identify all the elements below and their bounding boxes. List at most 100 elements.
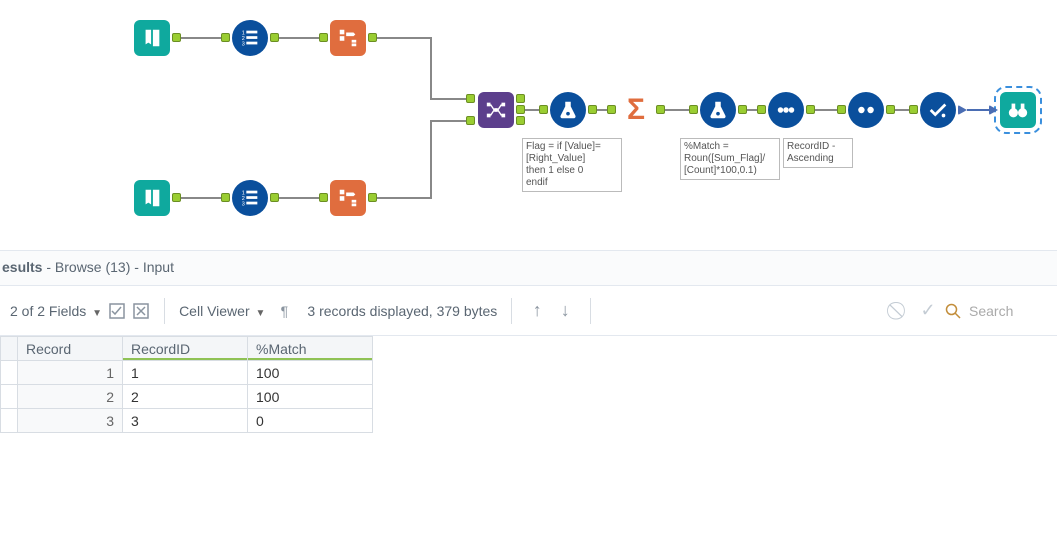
connector-anchor [588,105,597,114]
connector-anchor [516,116,525,125]
svg-text:3: 3 [242,201,245,207]
connector-anchor [516,94,525,103]
connector-anchor [466,94,475,103]
formula-annotation-1: Flag = if [Value]=[Right_Value]then 1 el… [522,138,622,192]
connector-anchor [909,105,918,114]
fields-dropdown-label: 2 of 2 Fields [10,303,86,319]
sort-annotation: RecordID -Ascending [783,138,853,168]
input-data-tool-1[interactable] [134,20,170,56]
results-detail: - Browse (13) - Input [42,259,174,275]
cell-record: 1 [18,361,123,385]
cell-match: 100 [248,385,373,409]
connector-anchor [368,193,377,202]
book-icon [141,187,163,209]
cell-viewer-dropdown[interactable]: Cell Viewer ▼ [179,303,265,319]
connector-anchor [221,33,230,42]
cell-viewer-label: Cell Viewer [179,303,250,319]
fields-dropdown[interactable]: 2 of 2 Fields ▼ [10,303,102,319]
cell-recordid: 2 [123,385,248,409]
cell-record: 3 [18,409,123,433]
separator [590,298,591,324]
connector-line [279,197,319,199]
flask-icon [707,99,729,121]
sort-tool[interactable] [848,92,884,128]
formula-tool-1[interactable] [550,92,586,128]
connector-anchor [319,33,328,42]
connector-anchor [958,105,967,115]
connector-line [967,109,989,111]
record-status-text: 3 records displayed, 379 bytes [307,303,497,319]
select-tool-1[interactable]: 123 [232,20,268,56]
table-row[interactable]: 2 2 100 [1,385,373,409]
connector-line [377,197,432,199]
chevron-down-icon: ▼ [92,308,102,319]
recordid-tool[interactable] [768,92,804,128]
connector-anchor [607,105,616,114]
arrow-up-icon[interactable]: ↑ [526,300,548,322]
sigma-icon: Σ [627,93,645,127]
connector-line [815,109,837,111]
checkbox-icon[interactable] [108,302,126,320]
connector-anchor [270,193,279,202]
select-tool-3[interactable] [920,92,956,128]
formula-tool-2[interactable] [700,92,736,128]
cancel-icon[interactable]: ⃠ [889,300,911,322]
svg-text:3: 3 [242,41,245,47]
search-icon [945,303,961,319]
table-row[interactable]: 1 1 100 [1,361,373,385]
workflow-canvas[interactable]: 123 123 Σ [0,0,1057,250]
row-lead [1,409,18,433]
cell-recordid: 3 [123,409,248,433]
separator [511,298,512,324]
column-header-record[interactable]: Record [18,337,123,361]
separator [164,298,165,324]
chevron-down-icon: ▼ [256,308,266,319]
transpose-tool-1[interactable] [330,20,366,56]
close-box-icon[interactable] [132,302,150,320]
browse-tool[interactable] [1000,92,1036,128]
connector-anchor [319,193,328,202]
connector-line [279,37,319,39]
search-box[interactable] [945,302,1047,320]
connector-line [525,109,539,111]
column-header-recordid[interactable]: RecordID [123,337,248,361]
book-icon [141,27,163,49]
input-data-tool-2[interactable] [134,180,170,216]
connector-line [181,197,221,199]
results-table[interactable]: Record RecordID %Match 1 1 100 2 2 100 3… [0,336,373,433]
results-toolbar: 2 of 2 Fields ▼ Cell Viewer ▼ ¶ 3 record… [0,286,1057,336]
summarize-tool[interactable]: Σ [618,92,654,128]
formula-annotation-2: %Match = Roun([Sum_Flag]/[Count]*100,0.1… [680,138,780,180]
connector-line [597,109,607,111]
connector-anchor [656,105,665,114]
connector-anchor [806,105,815,114]
select-tool-2[interactable]: 123 [232,180,268,216]
dots-icon [775,99,797,121]
connector-anchor [221,193,230,202]
transpose-tool-2[interactable] [330,180,366,216]
apply-icon[interactable]: ✓ [917,300,939,322]
dots-icon [855,99,877,121]
connector-anchor [172,33,181,42]
table-row[interactable]: 3 3 0 [1,409,373,433]
transpose-icon [337,187,359,209]
cell-record: 2 [18,385,123,409]
pilcrow-icon[interactable]: ¶ [275,302,293,320]
search-input[interactable] [967,302,1047,320]
arrow-down-icon[interactable]: ↓ [554,300,576,322]
connector-anchor [172,193,181,202]
connector-anchor [368,33,377,42]
connector-anchor [689,105,698,114]
column-header-match[interactable]: %Match [248,337,373,361]
connector-line [430,120,466,122]
connector-anchor [466,116,475,125]
join-tool[interactable] [478,92,514,128]
check-icon [927,99,949,121]
connector-anchor [886,105,895,114]
connector-anchor [989,105,998,115]
connector-anchor [539,105,548,114]
connector-line [665,109,689,111]
connector-anchor [516,105,525,114]
connector-line [430,98,466,100]
row-lead-header [1,337,18,361]
